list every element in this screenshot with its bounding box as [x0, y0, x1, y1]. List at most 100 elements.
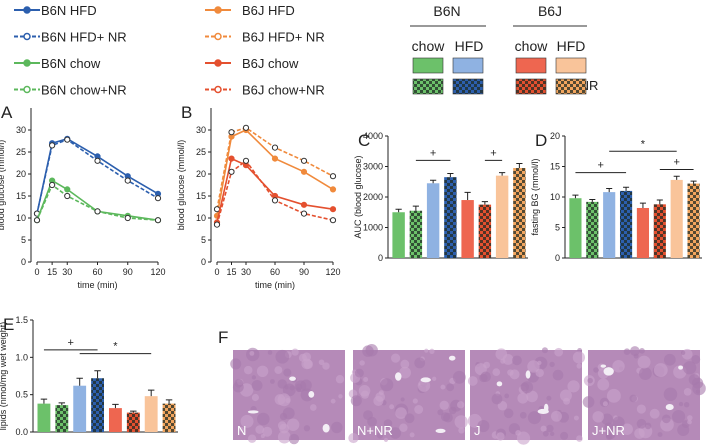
point	[228, 155, 235, 162]
tissue-texture	[274, 366, 283, 375]
point	[228, 168, 235, 175]
bar	[392, 212, 405, 258]
tissue-texture	[560, 431, 569, 440]
tissue-texture	[683, 401, 690, 408]
x-tick-label: 0	[34, 267, 39, 277]
tissue-texture	[390, 353, 401, 363]
error-bar	[395, 208, 402, 213]
y-tick-label: 1.5	[15, 315, 28, 325]
error-bar	[76, 377, 83, 386]
y-axis-label: blood glucose (mmol/l)	[0, 140, 6, 231]
panel-label: B	[181, 103, 192, 122]
tissue-texture	[454, 415, 468, 429]
tissue-texture	[255, 425, 265, 434]
tissue-texture	[414, 357, 426, 369]
y-tick-label: 15	[196, 191, 206, 201]
strain-label: B6N	[433, 3, 460, 19]
tissue-texture	[429, 348, 435, 354]
tissue-texture	[597, 378, 610, 391]
tissue-texture	[593, 367, 599, 373]
tissue-texture	[576, 363, 582, 369]
tissue-texture	[542, 430, 549, 437]
bar	[461, 200, 474, 258]
y-axis-label: blood glucose (mmol/l)	[176, 140, 186, 231]
tissue-texture	[251, 393, 259, 402]
point	[300, 201, 308, 208]
x-tick-label: 30	[241, 267, 251, 277]
error-bar	[130, 410, 137, 413]
bar	[653, 204, 666, 258]
strain-label: B6J	[538, 3, 562, 19]
tissue-texture	[399, 366, 411, 379]
error-bar	[165, 399, 173, 404]
tissue-texture	[629, 346, 640, 356]
tissue-texture	[243, 365, 253, 375]
tissue-texture	[331, 421, 343, 434]
tissue-texture	[503, 408, 514, 419]
tissue-texture	[517, 392, 529, 404]
tissue-texture	[383, 419, 393, 428]
diet-label: HFD	[557, 38, 586, 54]
y-axis-label: AUC (blood glucose)	[353, 155, 363, 238]
legend-swatch	[515, 78, 547, 95]
tissue-texture	[383, 437, 389, 442]
tissue-texture	[520, 382, 530, 392]
tissue-texture	[373, 395, 384, 406]
tissue-texture	[549, 361, 555, 368]
panel-label: E	[3, 315, 14, 334]
tissue-texture	[661, 414, 671, 424]
bar	[426, 183, 440, 258]
tissue-texture	[551, 410, 562, 422]
tissue-texture	[663, 387, 678, 402]
series-line	[216, 126, 334, 210]
point	[64, 192, 71, 200]
legend-label: B6J HFD	[242, 3, 295, 18]
tissue-texture	[335, 375, 345, 384]
y-tick-label: 25	[196, 147, 206, 157]
y-tick-label: 15	[550, 162, 560, 172]
tissue-texture	[682, 361, 697, 375]
bar	[478, 204, 492, 258]
tissue-texture	[291, 348, 299, 356]
series-line	[36, 179, 159, 221]
y-tick-label: 1.0	[15, 352, 28, 362]
y-tick-label: 10	[550, 192, 560, 202]
tissue-texture	[277, 430, 291, 444]
tissue-texture	[567, 380, 580, 393]
tissue-texture	[527, 411, 541, 425]
tissue-texture	[678, 401, 684, 407]
error-bar	[40, 398, 48, 404]
tissue-texture	[376, 432, 384, 439]
y-tick-label: 30	[196, 125, 206, 135]
tissue-texture	[672, 409, 686, 424]
legend-label: B6N HFD	[41, 3, 97, 18]
legend-swatch	[555, 57, 587, 74]
tissue-texture	[240, 414, 254, 428]
point	[329, 186, 337, 193]
bar	[636, 207, 650, 258]
error-bar	[656, 199, 663, 205]
tissue-texture	[653, 363, 668, 378]
point	[64, 136, 71, 143]
x-tick-label: 30	[62, 267, 72, 277]
error-bar	[639, 202, 646, 208]
tissue-texture	[612, 416, 625, 429]
tissue-texture	[303, 425, 311, 432]
tissue-texture	[282, 407, 295, 420]
y-tick-label: 25	[16, 147, 26, 157]
bar	[687, 183, 700, 258]
legend-marker	[214, 6, 222, 14]
bar	[162, 403, 176, 432]
tissue-texture	[519, 411, 527, 419]
point	[271, 155, 279, 162]
tissue-texture	[282, 383, 296, 397]
tissue-texture	[688, 374, 700, 386]
tissue-texture	[395, 407, 407, 419]
point	[242, 124, 250, 131]
tissue-texture	[354, 368, 364, 378]
legend-swatch	[452, 57, 484, 74]
point	[242, 157, 250, 164]
series-line	[36, 183, 159, 221]
x-tick-label: 60	[92, 267, 102, 277]
